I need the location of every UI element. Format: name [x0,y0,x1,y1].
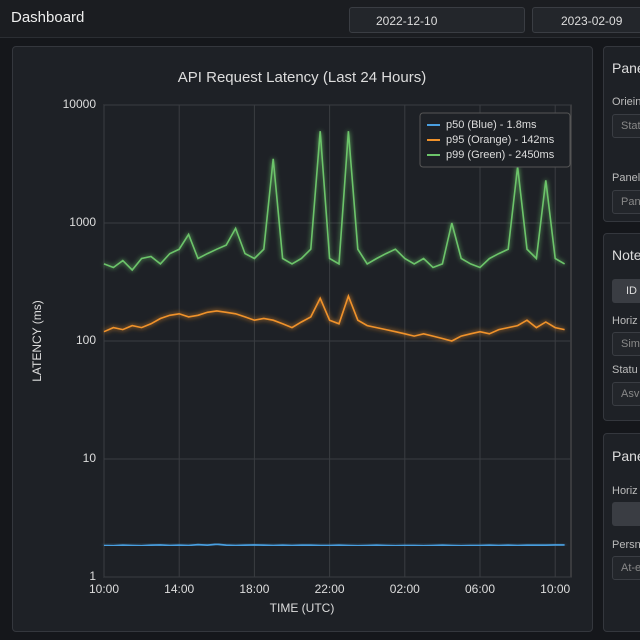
y-axis-label: LATENCY (ms) [30,300,44,382]
y-tick-label: 10000 [63,97,97,111]
input[interactable]: Pan [612,190,640,214]
date-from-text: 2022-12-10 [376,14,438,28]
panel-title: Note [612,247,640,263]
input[interactable]: At-e [612,556,640,580]
input[interactable]: Stat [612,114,640,138]
x-tick-label: 06:00 [465,582,495,596]
date-from[interactable]: 2022-12-10 [349,7,525,33]
legend-box [419,112,571,168]
input[interactable]: Sim [612,332,640,356]
y-tick-label: 1 [89,569,96,583]
series-line [103,131,565,272]
x-tick-label: 02:00 [390,582,420,596]
series-line [103,543,565,547]
field-label: Oriein [612,96,640,108]
date-to-text: 2023-02-09 [561,14,623,28]
field-label: Panel [612,172,640,184]
field-label: Horiz [612,315,638,327]
input[interactable]: Asv [612,382,640,406]
legend-label: p99 (Green) - 2450ms [446,149,555,161]
series-line [103,293,565,342]
x-tick-label: 22:00 [315,582,345,596]
button[interactable]: ID [612,279,640,303]
page-title: Dashboard [11,9,85,26]
legend-label: p50 (Blue) - 1.8ms [446,119,537,131]
x-tick-label: 18:00 [239,582,269,596]
panel-title: Pane [612,60,640,76]
x-tick-label: 14:00 [164,582,194,596]
side-panel [603,433,640,632]
panel-title: Pane [612,448,640,464]
legend-label: p95 (Orange) - 142ms [446,134,555,146]
y-tick-label: 100 [76,333,96,347]
y-tick-label: 1000 [69,215,96,229]
field-label: Statu [612,364,638,376]
x-axis-label: TIME (UTC) [270,601,335,615]
x-tick-label: 10:00 [89,582,119,596]
y-tick-label: 10 [83,451,97,465]
field-label: Horiz [612,485,638,497]
chart: API Request Latency (Last 24 Hours) TIME… [30,69,572,615]
x-tick-label: 10:00 [540,582,570,596]
chart-title: API Request Latency (Last 24 Hours) [178,69,426,86]
button[interactable] [612,502,640,526]
field-label: Persn [612,539,640,551]
date-to[interactable]: 2023-02-09 [532,7,640,33]
